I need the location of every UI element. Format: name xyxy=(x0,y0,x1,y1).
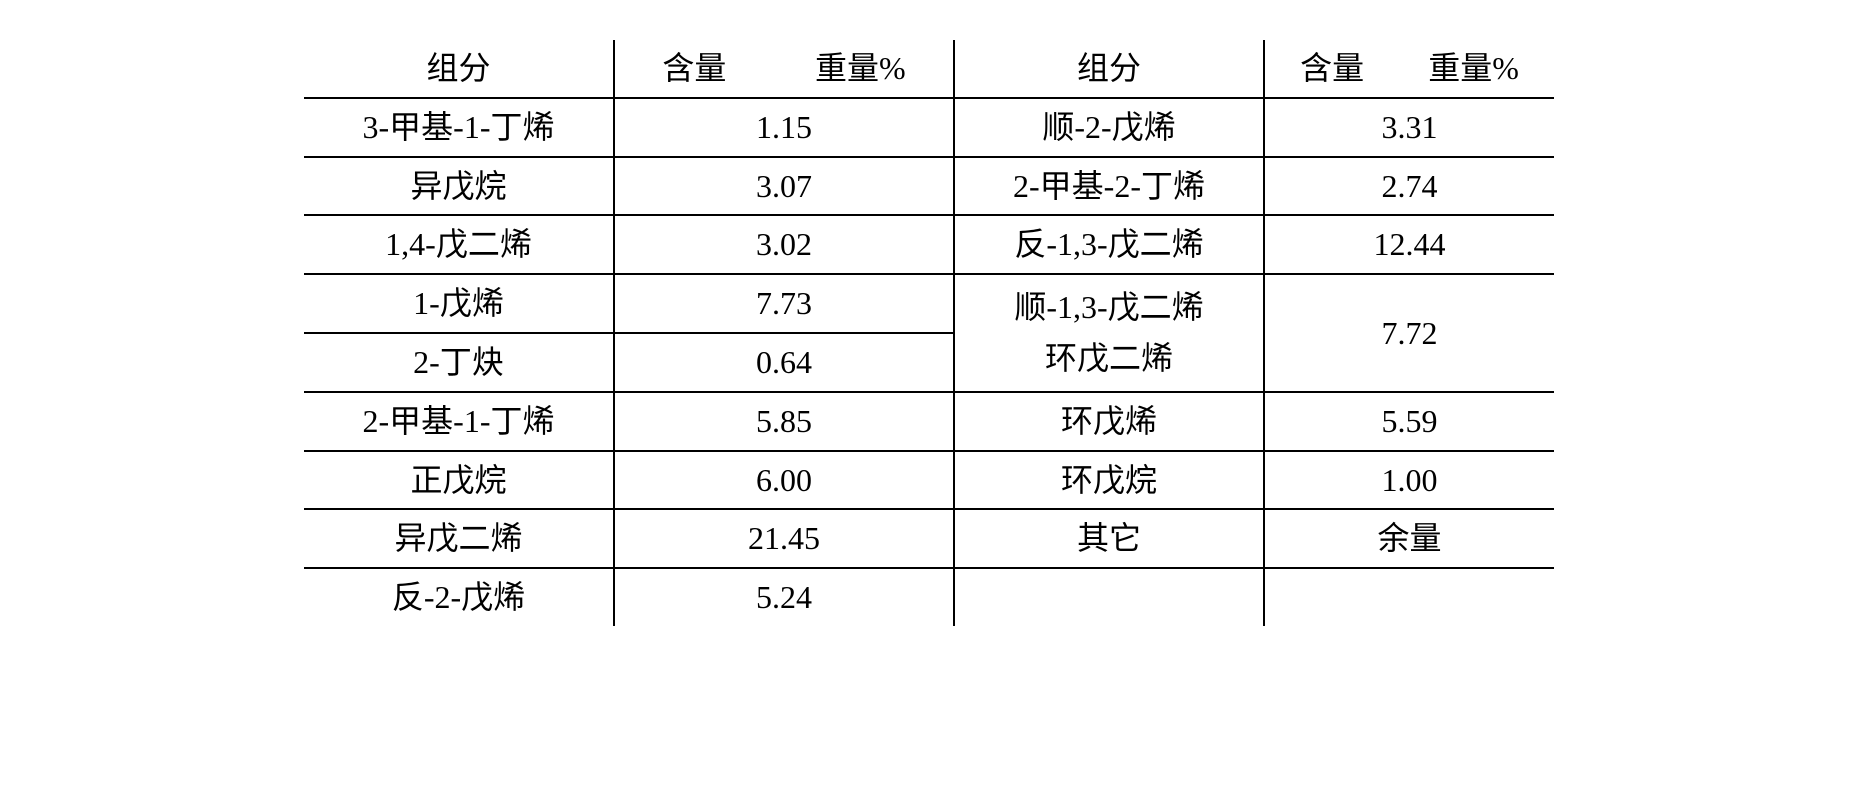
left-component: 正戊烷 xyxy=(304,451,614,510)
header-content-1-part1: 含量 xyxy=(662,46,726,91)
right-value: 1.00 xyxy=(1264,451,1554,510)
left-value: 0.64 xyxy=(614,333,954,392)
header-component-2: 组分 xyxy=(954,40,1264,98)
header-component-1: 组分 xyxy=(304,40,614,98)
right-component: 反-1,3-戊二烯 xyxy=(954,215,1264,274)
table-row: 异戊二烯 21.45 其它 余量 xyxy=(304,509,1554,568)
table-header-row: 组分 含量 重量% 组分 含量 重量% xyxy=(304,40,1554,98)
left-value: 5.85 xyxy=(614,392,954,451)
right-value-merged: 7.72 xyxy=(1264,274,1554,392)
left-component: 异戊二烯 xyxy=(304,509,614,568)
right-value: 3.31 xyxy=(1264,98,1554,157)
right-value: 2.74 xyxy=(1264,157,1554,216)
table-row: 正戊烷 6.00 环戊烷 1.00 xyxy=(304,451,1554,510)
right-value: 余量 xyxy=(1264,509,1554,568)
table-row: 反-2-戊烯 5.24 xyxy=(304,568,1554,626)
left-component: 2-丁炔 xyxy=(304,333,614,392)
right-component: 顺-2-戊烯 xyxy=(954,98,1264,157)
composition-table: 组分 含量 重量% 组分 含量 重量% 3-甲基-1-丁烯 1.15 顺-2-戊… xyxy=(304,40,1554,626)
left-value: 5.24 xyxy=(614,568,954,626)
right-component-empty xyxy=(954,568,1264,626)
left-component: 2-甲基-1-丁烯 xyxy=(304,392,614,451)
right-component: 环戊烯 xyxy=(954,392,1264,451)
left-component: 异戊烷 xyxy=(304,157,614,216)
table-row: 1-戊烯 7.73 顺-1,3-戊二烯 环戊二烯 7.72 xyxy=(304,274,1554,333)
left-component: 3-甲基-1-丁烯 xyxy=(304,98,614,157)
right-component: 其它 xyxy=(954,509,1264,568)
right-value: 5.59 xyxy=(1264,392,1554,451)
composition-table-wrapper: 组分 含量 重量% 组分 含量 重量% 3-甲基-1-丁烯 1.15 顺-2-戊… xyxy=(304,40,1554,626)
header-content-2: 含量 重量% xyxy=(1264,40,1554,98)
header-content-1: 含量 重量% xyxy=(614,40,954,98)
left-value: 3.07 xyxy=(614,157,954,216)
right-component: 2-甲基-2-丁烯 xyxy=(954,157,1264,216)
table-row: 异戊烷 3.07 2-甲基-2-丁烯 2.74 xyxy=(304,157,1554,216)
merged-line1: 顺-1,3-戊二烯 xyxy=(1014,289,1203,325)
left-value: 21.45 xyxy=(614,509,954,568)
header-content-1-part2: 重量% xyxy=(815,46,906,91)
left-component: 反-2-戊烯 xyxy=(304,568,614,626)
table-row: 2-甲基-1-丁烯 5.85 环戊烯 5.59 xyxy=(304,392,1554,451)
right-value: 12.44 xyxy=(1264,215,1554,274)
left-value: 3.02 xyxy=(614,215,954,274)
left-value: 1.15 xyxy=(614,98,954,157)
left-value: 6.00 xyxy=(614,451,954,510)
right-value-empty xyxy=(1264,568,1554,626)
header-content-2-part1: 含量 xyxy=(1300,46,1364,91)
left-component: 1-戊烯 xyxy=(304,274,614,333)
right-component-merged: 顺-1,3-戊二烯 环戊二烯 xyxy=(954,274,1264,392)
table-row: 3-甲基-1-丁烯 1.15 顺-2-戊烯 3.31 xyxy=(304,98,1554,157)
right-component: 环戊烷 xyxy=(954,451,1264,510)
header-content-2-part2: 重量% xyxy=(1428,46,1519,91)
merged-line2: 环戊二烯 xyxy=(1045,340,1173,376)
left-component: 1,4-戊二烯 xyxy=(304,215,614,274)
left-value: 7.73 xyxy=(614,274,954,333)
table-row: 1,4-戊二烯 3.02 反-1,3-戊二烯 12.44 xyxy=(304,215,1554,274)
